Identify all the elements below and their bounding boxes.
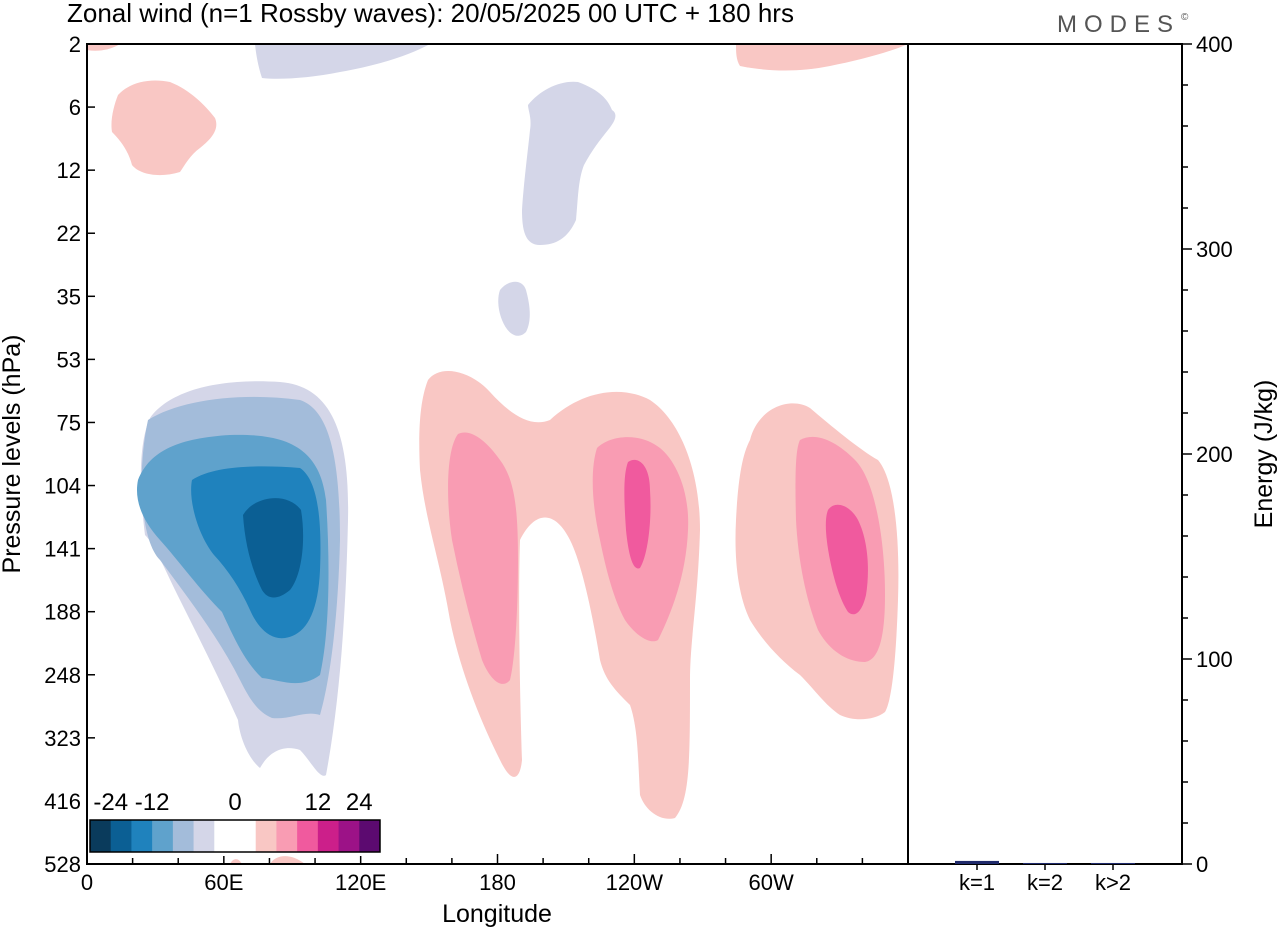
longitude-tick-label: 120W xyxy=(606,870,664,895)
contour-neg-25 xyxy=(243,498,304,598)
pressure-tick-label: 104 xyxy=(44,474,81,499)
energy-bar-chart: 0 100 200 300 400 k=1 k=2 k>2 Energy (J/kg) xyxy=(907,32,1278,895)
colorbar: -24 -12 0 12 24 xyxy=(88,786,382,856)
colorbar-swatch xyxy=(152,820,174,852)
colorbar-swatch xyxy=(131,820,153,852)
energy-bar-k=1 xyxy=(955,860,999,864)
chart-title: Zonal wind (n=1 Rossby waves): 20/05/202… xyxy=(67,0,794,28)
colorbar-swatch xyxy=(214,820,236,852)
colorbar-swatch xyxy=(110,820,132,852)
pressure-tick-label: 12 xyxy=(57,158,81,183)
colorbar-frame xyxy=(89,819,381,853)
pressure-tick-label: 22 xyxy=(57,221,81,246)
bar-category-label: k>2 xyxy=(1095,870,1131,895)
energy-tick-label: 100 xyxy=(1196,647,1233,672)
colorbar-label: 0 xyxy=(228,789,241,816)
colorbar-swatch xyxy=(193,820,215,852)
pressure-tick-label: 188 xyxy=(44,600,81,625)
bar-category-label: k=2 xyxy=(1027,870,1063,895)
pressure-tick-label: 248 xyxy=(44,663,81,688)
pressure-tick-label: 53 xyxy=(57,347,81,372)
energy-tick-label: 300 xyxy=(1196,237,1233,262)
pressure-tick-label: 528 xyxy=(44,852,81,877)
x-axis-label: Longitude xyxy=(442,900,552,928)
pressure-tick-label: 141 xyxy=(44,537,81,562)
colorbar-swatch xyxy=(276,820,298,852)
colorbar-swatch xyxy=(338,820,360,852)
colorbar-swatch xyxy=(235,820,257,852)
energy-tick-label: 0 xyxy=(1196,852,1208,877)
contour-pos-5-bottom-small xyxy=(230,859,242,864)
pressure-tick-label: 35 xyxy=(57,284,81,309)
pressure-tick-label: 75 xyxy=(57,410,81,435)
colorbar-swatch xyxy=(359,820,381,852)
colorbar-label: 12 xyxy=(305,789,332,816)
colorbar-swatch xyxy=(255,820,277,852)
colorbar-swatch xyxy=(90,820,112,852)
contour-pos-5-upper-west xyxy=(111,80,217,176)
colorbar-label: -12 xyxy=(135,789,170,816)
colorbar-swatch xyxy=(297,820,319,852)
y-axis-label: Pressure levels (hPa) xyxy=(0,335,26,574)
longitude-tick-label: 0 xyxy=(81,870,93,895)
logo-trademark: © xyxy=(1181,12,1189,23)
bar-frame xyxy=(907,43,1183,865)
longitude-tick-label: 60W xyxy=(749,870,794,895)
contour-pos-5-bottom xyxy=(270,856,305,864)
longitude-tick-label: 60E xyxy=(204,870,243,895)
energy-bars xyxy=(955,860,1135,864)
longitude-tick-label: 120E xyxy=(335,870,386,895)
energy-bar-k>2 xyxy=(1091,862,1135,864)
longitude-tick-label: 180 xyxy=(479,870,516,895)
energy-tick-label: 200 xyxy=(1196,442,1233,467)
pressure-tick-label: 2 xyxy=(69,32,81,57)
contour-neg-5-upper-180 xyxy=(522,81,616,246)
colorbar-label: 24 xyxy=(346,789,373,816)
pressure-tick-label: 416 xyxy=(44,789,81,814)
contour-pos-5-top-east xyxy=(736,44,908,71)
energy-bar-k=2 xyxy=(1023,862,1067,864)
contour-pos-5-top-west xyxy=(87,44,120,51)
colorbar-label: -24 xyxy=(93,789,128,816)
contour-pos-10-180 xyxy=(448,432,518,684)
colorbar-swatch xyxy=(172,820,195,852)
bar-category-label: k=1 xyxy=(959,870,995,895)
energy-axis-label: Energy (J/kg) xyxy=(1250,380,1278,529)
contour-plot: 2 6 12 22 35 53 75 104 141 188 248 323 416 528 0 60E 12… xyxy=(0,32,909,928)
longitude-axis: 0 60E 120E 180 120W 60W xyxy=(81,854,909,895)
bar-category-labels: k=1 k=2 k>2 xyxy=(959,864,1131,895)
energy-axis: 0 100 200 300 400 xyxy=(1182,32,1233,877)
pressure-tick-label: 6 xyxy=(69,95,81,120)
contour-pos-15-60W xyxy=(825,504,868,615)
modes-logo: MODES xyxy=(1057,11,1180,38)
contour-layers xyxy=(87,44,908,864)
contour-neg-5-top xyxy=(255,44,430,79)
pressure-tick-label: 323 xyxy=(44,726,81,751)
pressure-axis: 2 6 12 22 35 53 75 104 141 188 248 323 416 528 xyxy=(44,32,95,877)
energy-tick-label: 400 xyxy=(1196,32,1233,57)
contour-neg-5-35hPa xyxy=(498,281,530,336)
colorbar-swatch xyxy=(317,820,340,852)
contour-pos-15-120W xyxy=(624,459,651,569)
